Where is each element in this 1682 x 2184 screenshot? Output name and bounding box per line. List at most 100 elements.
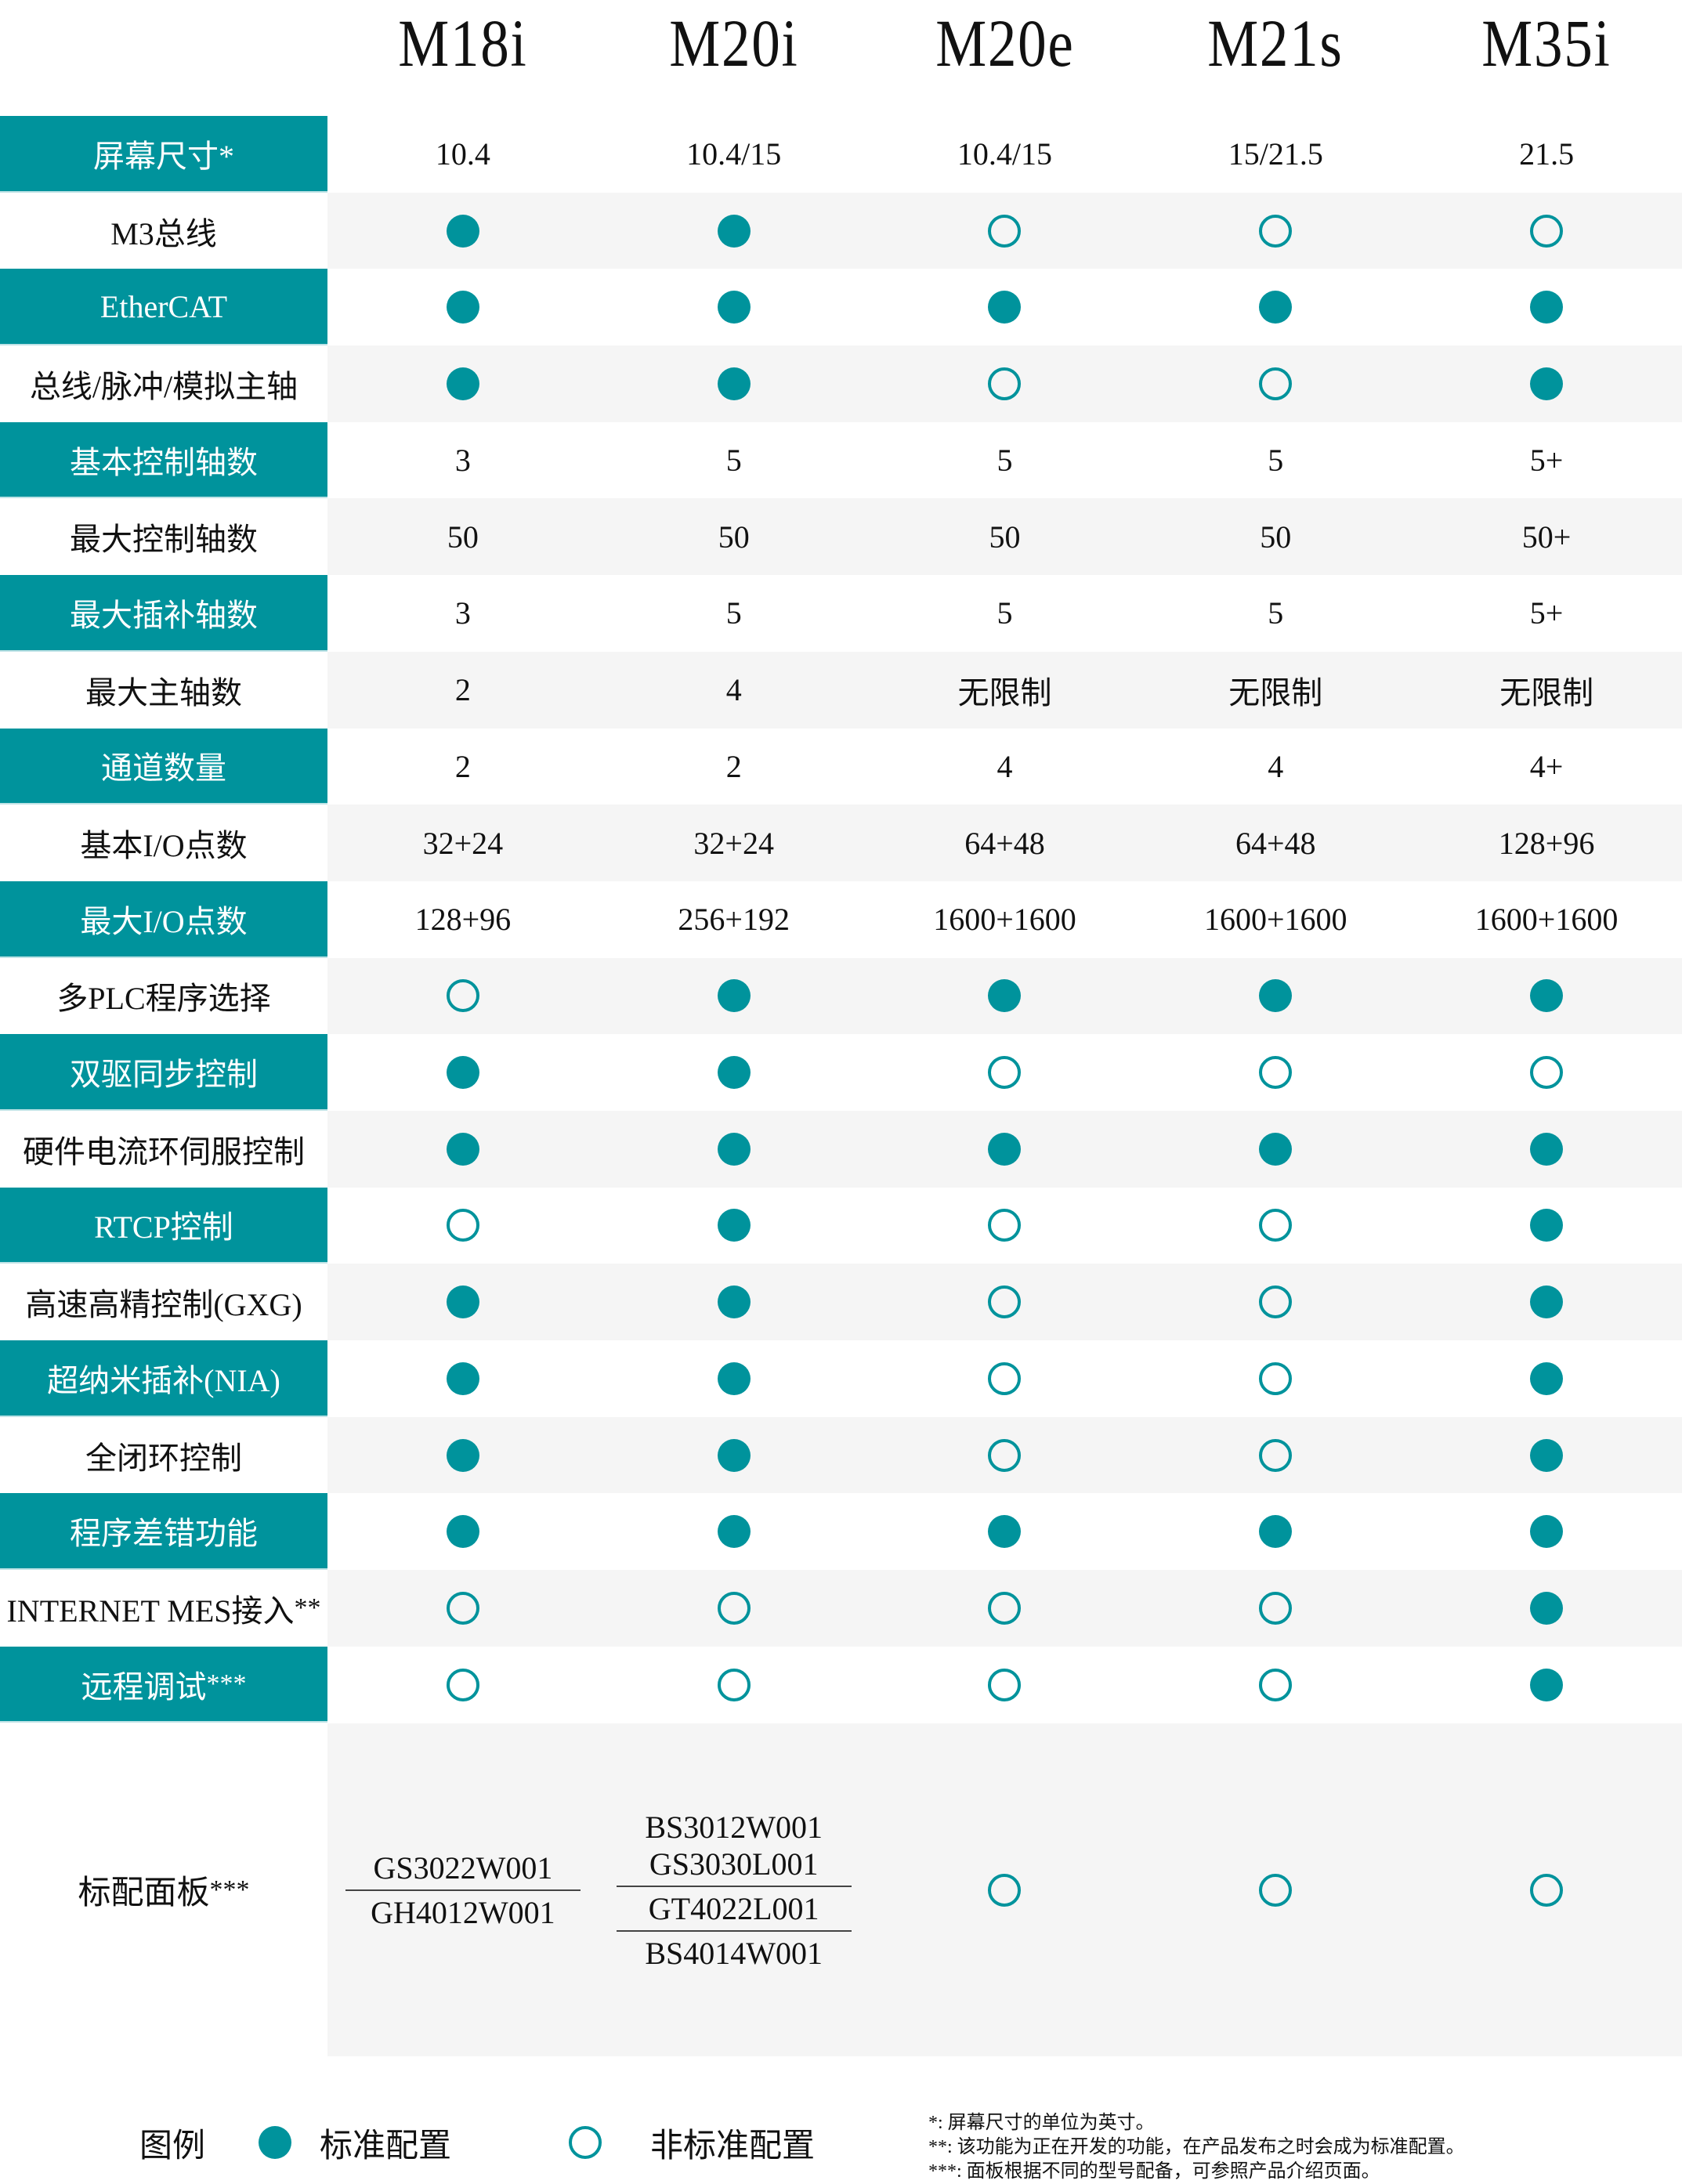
table-cell: 10.4/15 — [599, 116, 870, 193]
cell-value: 64+48 — [1235, 825, 1316, 861]
row-cells: 50 50 50 50 50+ — [327, 498, 1682, 576]
open-circle-icon — [1530, 214, 1564, 248]
table-cell: 64+48 — [1140, 805, 1411, 881]
open-circle-icon — [1259, 367, 1293, 400]
legend: 图例 标准配置 非标准配置 — [0, 2115, 901, 2170]
open-circle-icon — [988, 1209, 1022, 1242]
filled-circle-icon — [1530, 1132, 1564, 1166]
cell-value: 5+ — [1529, 595, 1564, 631]
cell-value: 4 — [1268, 748, 1284, 784]
table-cell — [1140, 1340, 1411, 1417]
note: ***: 面板根据不同的型号配备，可参照产品介绍页面。 — [928, 2161, 1380, 2182]
row-label: 双驱同步控制 — [0, 1034, 327, 1111]
table-cell — [327, 269, 599, 345]
row-cells — [327, 345, 1682, 422]
row-label-text: 通道数量 — [101, 750, 226, 786]
filled-circle-icon — [1259, 1515, 1293, 1549]
cell-value: 21.5 — [1519, 136, 1575, 172]
filled-circle-icon — [717, 1438, 751, 1472]
row-cells — [327, 1034, 1682, 1111]
model-name: M18i — [398, 5, 528, 81]
table-cell — [599, 1111, 870, 1188]
row-label: 屏幕尺寸* — [0, 116, 327, 193]
table-cell: 5 — [870, 575, 1141, 652]
table-cell: 50 — [870, 498, 1141, 575]
table-cell: 5 — [599, 422, 870, 499]
table-cell: 15/21.5 — [1140, 116, 1411, 193]
row-label: 最大控制轴数 — [0, 498, 327, 575]
panel-group: BS3012W001 GS3030L001 — [617, 1806, 852, 1886]
row-cells — [327, 1493, 1682, 1570]
row-label: INTERNET MES接入 ** — [0, 1570, 327, 1647]
table-cell — [327, 1570, 599, 1647]
open-circle-icon — [988, 1668, 1022, 1701]
filled-circle-icon — [1530, 367, 1564, 400]
cell-value: 1600+1600 — [1474, 902, 1619, 938]
filled-circle-icon — [717, 1515, 751, 1549]
cell-value: 5 — [997, 443, 1013, 479]
row-label-text: INTERNET MES接入 — [6, 1593, 295, 1629]
panel-label: 标配面板 — [78, 1875, 210, 1911]
table-cell: BS3012W001 GS3030L001 GT4022L001 BS4014W001 — [599, 1723, 870, 2056]
row-cells — [327, 1264, 1682, 1340]
table-cell: 5+ — [1411, 422, 1682, 499]
row-label: 高速高精控制(GXG) — [0, 1264, 327, 1340]
filled-circle-icon — [1530, 1438, 1564, 1472]
filled-circle-icon — [1530, 291, 1564, 324]
table-cell: 32+24 — [327, 805, 599, 881]
table-cell: 1600+1600 — [1411, 881, 1682, 958]
panel-list: BS3012W001 GS3030L001 GT4022L001 BS4014W001 — [616, 1806, 852, 1975]
open-circle-icon — [446, 979, 479, 1013]
filled-circle-icon — [717, 1209, 751, 1242]
table-cell — [1140, 1111, 1411, 1188]
row-label: 多PLC程序选择 — [0, 958, 327, 1035]
open-circle-icon — [1259, 1591, 1293, 1625]
table-row: 超纳米插补(NIA) — [0, 1340, 1682, 1417]
table-cell — [1411, 1723, 1682, 2056]
cell-value: 5 — [1268, 443, 1284, 479]
open-circle-icon — [569, 2126, 602, 2159]
filled-circle-icon — [988, 1132, 1022, 1166]
table-row: 总线/脉冲/模拟主轴 — [0, 345, 1682, 422]
cell-value: 1600+1600 — [933, 902, 1076, 938]
row-label-text: 超纳米插补(NIA) — [47, 1362, 280, 1398]
row-cells — [327, 1188, 1682, 1264]
filled-circle-icon — [717, 1132, 751, 1166]
open-circle-icon — [717, 1668, 751, 1701]
table-cell: 10.4 — [327, 116, 599, 193]
table-cell — [1411, 193, 1682, 269]
table-cell — [327, 1188, 599, 1264]
table-cell — [1411, 345, 1682, 422]
table-cell — [599, 1034, 870, 1111]
table-cell — [327, 1111, 599, 1188]
filled-circle-icon — [1530, 1515, 1564, 1549]
panel-model: GH4012W001 — [371, 1894, 555, 1930]
filled-circle-icon — [717, 214, 751, 248]
note: **: 该功能为正在开发的功能，在产品发布之时会成为标准配置。 — [928, 2137, 1465, 2157]
spec-table: 屏幕尺寸* 10.4 10.4/15 10.4/15 15/21.5 21.5 M3总线 Et… — [0, 116, 1682, 1723]
row-cells — [327, 1570, 1682, 1647]
table-cell: 无限制 — [1411, 652, 1682, 729]
row-label: 最大插补轴数 — [0, 575, 327, 652]
table-cell — [870, 1493, 1141, 1570]
cell-value: 64+48 — [964, 825, 1045, 861]
filled-circle-icon — [717, 1056, 751, 1090]
filled-circle-icon — [988, 1515, 1022, 1549]
table-cell — [599, 193, 870, 269]
row-label: M3总线 — [0, 193, 327, 269]
open-circle-icon — [1259, 214, 1293, 248]
row-cells: 10.4 10.4/15 10.4/15 15/21.5 21.5 — [327, 116, 1682, 193]
table-cell: 5+ — [1411, 575, 1682, 652]
table-cell: 5 — [1140, 575, 1411, 652]
filled-circle-icon — [259, 2126, 292, 2159]
table-cell — [870, 1111, 1141, 1188]
table-row: 基本I/O点数 32+24 32+24 64+48 64+48 128+96 — [0, 805, 1682, 881]
table-cell — [870, 1417, 1141, 1494]
table-cell: 256+192 — [599, 881, 870, 958]
open-circle-icon — [717, 1591, 751, 1625]
table-cell — [599, 1493, 870, 1570]
cell-value: 10.4/15 — [957, 136, 1053, 172]
table-cell — [1411, 1493, 1682, 1570]
table-cell: 2 — [327, 729, 599, 805]
cell-value: 3 — [454, 443, 471, 479]
